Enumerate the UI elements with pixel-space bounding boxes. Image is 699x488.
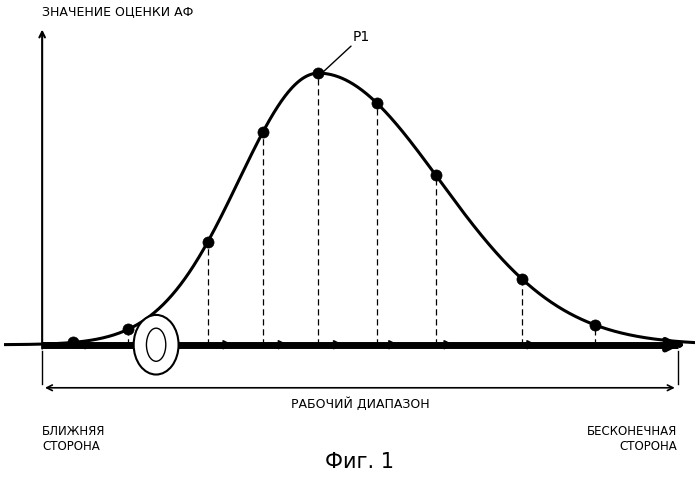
Text: БЕСКОНЕЧНАЯ
СТОРОНА: БЕСКОНЕЧНАЯ СТОРОНА — [587, 425, 677, 452]
Text: ЗНАЧЕНИЕ ОЦЕНКИ АФ: ЗНАЧЕНИЕ ОЦЕНКИ АФ — [42, 5, 194, 18]
Text: P1: P1 — [322, 30, 370, 73]
Text: Фиг. 1: Фиг. 1 — [325, 450, 394, 470]
Text: РАБОЧИЙ ДИАПАЗОН: РАБОЧИЙ ДИАПАЗОН — [291, 396, 429, 410]
Text: БЛИЖНЯЯ
СТОРОНА: БЛИЖНЯЯ СТОРОНА — [42, 425, 106, 452]
Ellipse shape — [134, 315, 178, 375]
